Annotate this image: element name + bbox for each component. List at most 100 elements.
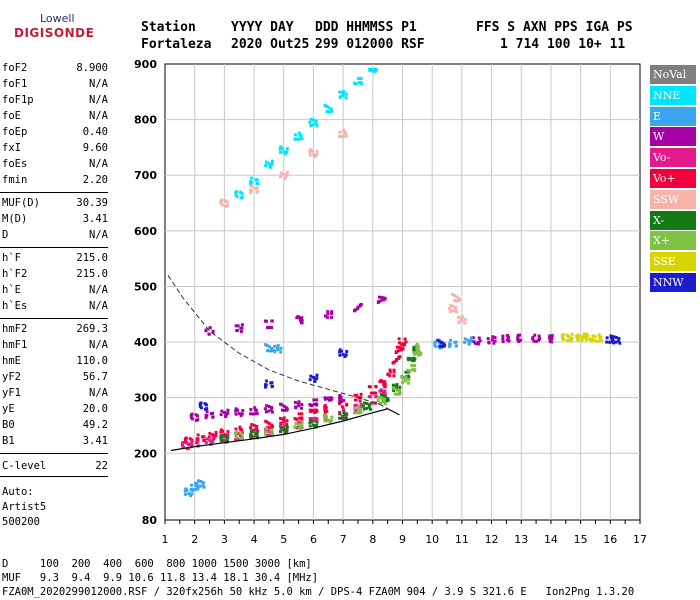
data-point-ssw — [451, 304, 455, 308]
data-point-x- — [417, 353, 421, 357]
data-point-x- — [353, 406, 357, 410]
data-point-nne — [267, 161, 271, 165]
data-point-w — [358, 303, 362, 307]
data-point-e — [264, 343, 268, 347]
y-tick-label: 700 — [134, 169, 157, 182]
data-point-nne — [314, 122, 318, 126]
data-point-nne — [270, 159, 274, 163]
legend-item-nnw: NNW — [650, 273, 696, 292]
data-point-nnw — [264, 379, 268, 383]
data-point-nne — [342, 89, 346, 93]
data-point-w — [220, 409, 224, 413]
data-point-vo- — [402, 343, 406, 347]
data-point-nnw — [263, 385, 267, 389]
data-point-nnw — [338, 350, 342, 354]
data-point-x- — [363, 401, 367, 405]
data-point-ssw — [338, 134, 342, 138]
data-point-x- — [326, 418, 330, 422]
data-point-e — [189, 483, 193, 487]
footer-distance-row: D 100 200 400 600 800 1000 1500 3000 [km… — [2, 558, 312, 570]
data-point-vo- — [185, 441, 189, 445]
data-point-vo- — [252, 435, 256, 439]
logo-digisonde-text: DIGISONDE — [14, 26, 95, 40]
data-point-vo- — [249, 426, 253, 430]
scaled-param-row: hmF2 269.3 — [2, 323, 108, 337]
data-point-vo- — [342, 399, 346, 403]
data-point-vo- — [240, 431, 244, 435]
data-point-sse — [582, 332, 586, 336]
data-point-vo- — [359, 402, 363, 406]
autoscaling-code: 500200 — [2, 516, 40, 528]
data-point-vo- — [341, 405, 345, 409]
data-point-x- — [330, 415, 334, 419]
data-point-x- — [396, 392, 400, 396]
data-point-vo- — [180, 441, 184, 445]
data-point-w — [267, 325, 271, 329]
data-point-vo- — [386, 372, 390, 376]
scaled-param-name: hmE — [2, 355, 21, 367]
scaled-param-name: yF2 — [2, 371, 21, 383]
data-point-nne — [239, 190, 243, 194]
data-point-x- — [398, 385, 402, 389]
data-point-vo- — [323, 405, 327, 409]
data-point-x- — [361, 404, 365, 408]
data-point-w — [293, 400, 297, 404]
data-point-w — [330, 310, 334, 314]
data-point-nnw — [203, 402, 207, 406]
scaled-param-name: yF1 — [2, 387, 21, 399]
data-point-e — [202, 485, 206, 489]
data-point-e — [198, 484, 202, 488]
data-point-w — [204, 328, 208, 332]
data-point-w — [211, 330, 215, 334]
data-point-w — [207, 332, 211, 336]
data-point-w — [330, 315, 334, 319]
scaled-param-row: foEs N/A — [2, 158, 108, 172]
data-point-x- — [406, 374, 410, 378]
data-point-w — [487, 341, 491, 345]
data-point-vo- — [383, 383, 387, 387]
data-point-ssw — [219, 199, 223, 203]
header-label-time: DDD HHMMSS P1 — [315, 20, 417, 35]
data-point-vo- — [355, 393, 359, 397]
data-point-vo- — [255, 424, 259, 428]
data-point-x- — [406, 381, 410, 385]
data-point-vo- — [383, 380, 387, 384]
data-point-w — [550, 337, 554, 341]
panel-divider — [0, 453, 108, 454]
data-point-x- — [344, 413, 348, 417]
scaled-param-value: 22 — [95, 460, 108, 472]
data-point-vo- — [354, 398, 358, 402]
data-point-nne — [311, 123, 315, 127]
scaled-param-value: 56.7 — [82, 371, 108, 383]
data-point-nne — [279, 145, 283, 149]
scaled-param-value: 8.900 — [76, 62, 108, 74]
data-point-sse — [584, 338, 588, 342]
data-point-x- — [415, 348, 419, 352]
data-point-x- — [407, 378, 411, 382]
data-point-ssw — [225, 204, 229, 208]
data-point-ssw — [453, 299, 457, 303]
data-point-e — [183, 489, 187, 493]
data-point-vo- — [201, 435, 205, 439]
data-point-w — [226, 408, 230, 412]
data-point-w — [280, 408, 284, 412]
data-point-e — [434, 345, 438, 349]
data-point-nne — [285, 150, 289, 154]
data-point-nne — [285, 147, 289, 151]
data-point-w — [532, 339, 536, 343]
scaled-param-row: h`Es N/A — [2, 300, 108, 314]
data-point-nnw — [614, 340, 618, 344]
data-point-x- — [407, 358, 411, 362]
data-point-w — [312, 402, 316, 406]
data-point-w — [325, 315, 329, 319]
data-point-vo- — [397, 349, 401, 353]
data-point-w — [537, 334, 541, 338]
data-point-sse — [596, 339, 600, 343]
data-point-x- — [418, 353, 422, 357]
scaled-param-name: h`F — [2, 252, 21, 264]
data-point-w — [380, 296, 384, 300]
data-point-w — [338, 395, 342, 399]
data-point-ssw — [249, 190, 253, 194]
scaled-param-row: yF1 N/A — [2, 387, 108, 401]
data-point-ssw — [250, 184, 254, 188]
